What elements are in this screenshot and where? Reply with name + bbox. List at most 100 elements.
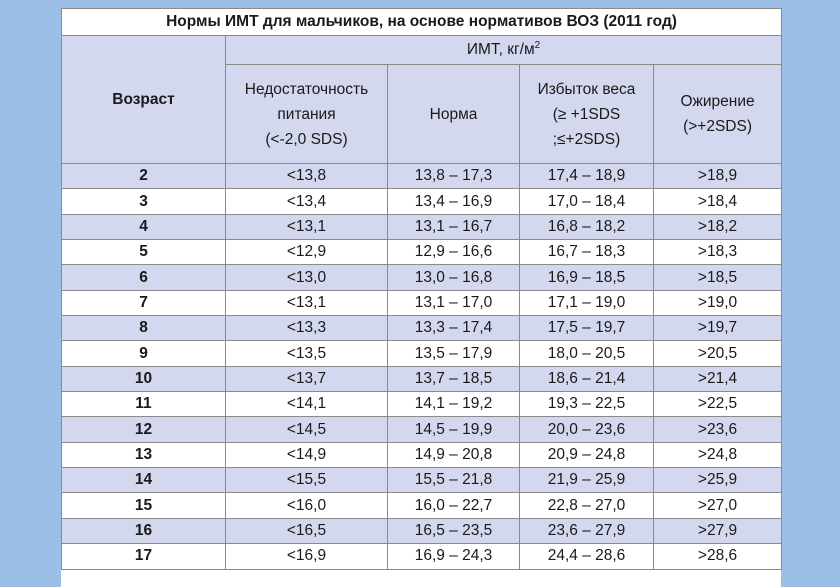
age-cell: 11 [61,391,226,418]
overweight-cell: 22,8 – 27,0 [519,492,654,519]
table-row: 17 <16,9 16,9 – 24,3 24,4 – 28,6 >28,6 [61,543,783,570]
overweight-column-header: Избыток веса (≥ +1SDS ;≤+2SDS) [519,64,654,164]
table-row: 16 <16,5 16,5 – 23,5 23,6 – 27,9 >27,9 [61,517,783,545]
overweight-cell: 16,9 – 18,5 [519,264,654,291]
normal-cell: 16,0 – 22,7 [387,492,520,519]
bmi-table-sheet: Нормы ИМТ для мальчиков, на основе норма… [60,8,783,587]
overweight-cell: 18,0 – 20,5 [519,340,654,367]
underweight-header-line: питания [277,105,336,123]
bmi-norms-table: Нормы ИМТ для мальчиков, на основе норма… [60,8,783,570]
table-row: 9 <13,5 13,5 – 17,9 18,0 – 20,5 >20,5 [61,340,783,367]
obesity-header-line: Ожирение [680,93,755,110]
underweight-cell: <13,8 [225,162,388,190]
normal-cell: 16,5 – 23,5 [387,517,520,545]
overweight-cell: 24,4 – 28,6 [519,543,654,570]
obesity-cell: >18,3 [652,239,783,266]
table-row: 5 <12,9 12,9 – 16,6 16,7 – 18,3 >18,3 [61,239,783,266]
overweight-header-line: (≥ +1SDS [552,105,621,123]
age-cell: 8 [61,315,226,342]
underweight-cell: <15,5 [225,467,388,494]
obesity-column-header: Ожирение (>+2SDS) [652,64,783,164]
overweight-cell: 17,1 – 19,0 [519,289,654,317]
table-row: 10 <13,7 13,7 – 18,5 18,6 – 21,4 >21,4 [61,365,783,393]
obesity-cell: >18,9 [652,162,783,190]
age-cell: 15 [61,492,226,519]
age-column-header: Возраст [61,35,226,164]
underweight-cell: <13,7 [225,365,388,393]
underweight-cell: <13,4 [225,188,388,215]
table-row: 7 <13,1 13,1 – 17,0 17,1 – 19,0 >19,0 [61,289,783,317]
underweight-cell: <14,5 [225,416,388,443]
normal-cell: 13,7 – 18,5 [387,365,520,393]
overweight-cell: 16,7 – 18,3 [519,239,654,266]
normal-column-header: Норма [387,64,520,164]
age-cell: 13 [61,441,226,469]
underweight-cell: <13,3 [225,315,388,342]
overweight-cell: 17,5 – 19,7 [519,315,654,342]
obesity-cell: >24,8 [652,441,783,469]
obesity-cell: >18,4 [652,188,783,215]
overweight-cell: 20,9 – 24,8 [519,441,654,469]
underweight-header-line: Недостаточность [244,80,369,98]
table-row: 3 <13,4 13,4 – 16,9 17,0 – 18,4 >18,4 [61,188,783,215]
overweight-cell: 19,3 – 22,5 [519,391,654,418]
overweight-header-line: ;≤+2SDS) [552,130,621,148]
normal-cell: 14,1 – 19,2 [387,391,520,418]
overweight-cell: 23,6 – 27,9 [519,517,654,545]
normal-header-line: Норма [429,105,478,123]
bmi-unit-exponent: 2 [534,39,541,51]
underweight-cell: <14,9 [225,441,388,469]
normal-cell: 13,0 – 16,8 [387,264,520,291]
normal-cell: 15,5 – 21,8 [387,467,520,494]
overweight-cell: 17,0 – 18,4 [519,188,654,215]
age-cell: 6 [61,264,226,291]
age-cell: 2 [61,162,226,190]
overweight-cell: 16,8 – 18,2 [519,213,654,241]
overweight-header-line: Избыток веса [537,80,636,98]
bmi-unit-label: ИМТ, кг/м [466,41,535,58]
obesity-cell: >19,7 [652,315,783,342]
table-row: 8 <13,3 13,3 – 17,4 17,5 – 19,7 >19,7 [61,315,783,342]
age-cell: 14 [61,467,226,494]
table-row: 15 <16,0 16,0 – 22,7 22,8 – 27,0 >27,0 [61,492,783,519]
underweight-cell: <13,1 [225,213,388,241]
underweight-cell: <13,0 [225,264,388,291]
obesity-cell: >27,9 [652,517,783,545]
table-row: 6 <13,0 13,0 – 16,8 16,9 – 18,5 >18,5 [61,264,783,291]
age-cell: 3 [61,188,226,215]
normal-cell: 16,9 – 24,3 [387,543,520,570]
obesity-cell: >21,4 [652,365,783,393]
obesity-cell: >28,6 [652,543,783,570]
age-cell: 4 [61,213,226,241]
underweight-column-header: Недостаточность питания (<-2,0 SDS) [225,64,388,164]
table-row: 4 <13,1 13,1 – 16,7 16,8 – 18,2 >18,2 [61,213,783,241]
age-cell: 7 [61,289,226,317]
table-title: Нормы ИМТ для мальчиков, на основе норма… [60,8,783,36]
bmi-unit-header: ИМТ, кг/м2 [224,35,783,65]
underweight-cell: <13,1 [225,289,388,317]
underweight-cell: <13,5 [225,340,388,367]
underweight-cell: <16,0 [225,492,388,519]
obesity-cell: >25,9 [652,467,783,494]
obesity-cell: >20,5 [652,340,783,367]
underweight-cell: <12,9 [225,239,388,266]
normal-cell: 13,8 – 17,3 [387,162,520,190]
table-row: 12 <14,5 14,5 – 19,9 20,0 – 23,6 >23,6 [61,416,783,443]
table-body: 2 <13,8 13,8 – 17,3 17,4 – 18,9 >18,9 3 <13,4 1… [61,162,783,570]
age-cell: 9 [61,340,226,367]
obesity-cell: >18,5 [652,264,783,291]
overweight-cell: 17,4 – 18,9 [519,162,654,190]
obesity-cell: >23,6 [652,416,783,443]
overweight-cell: 20,0 – 23,6 [519,416,654,443]
age-cell: 17 [61,543,226,570]
underweight-cell: <16,9 [225,543,388,570]
obesity-header-line: (>+2SDS) [683,118,752,135]
obesity-cell: >27,0 [652,492,783,519]
normal-cell: 14,9 – 20,8 [387,441,520,469]
table-row: 2 <13,8 13,8 – 17,3 17,4 – 18,9 >18,9 [61,162,783,190]
table-row: 11 <14,1 14,1 – 19,2 19,3 – 22,5 >22,5 [61,391,783,418]
normal-cell: 13,4 – 16,9 [387,188,520,215]
age-cell: 16 [61,517,226,545]
underweight-cell: <16,5 [225,517,388,545]
overweight-cell: 18,6 – 21,4 [519,365,654,393]
